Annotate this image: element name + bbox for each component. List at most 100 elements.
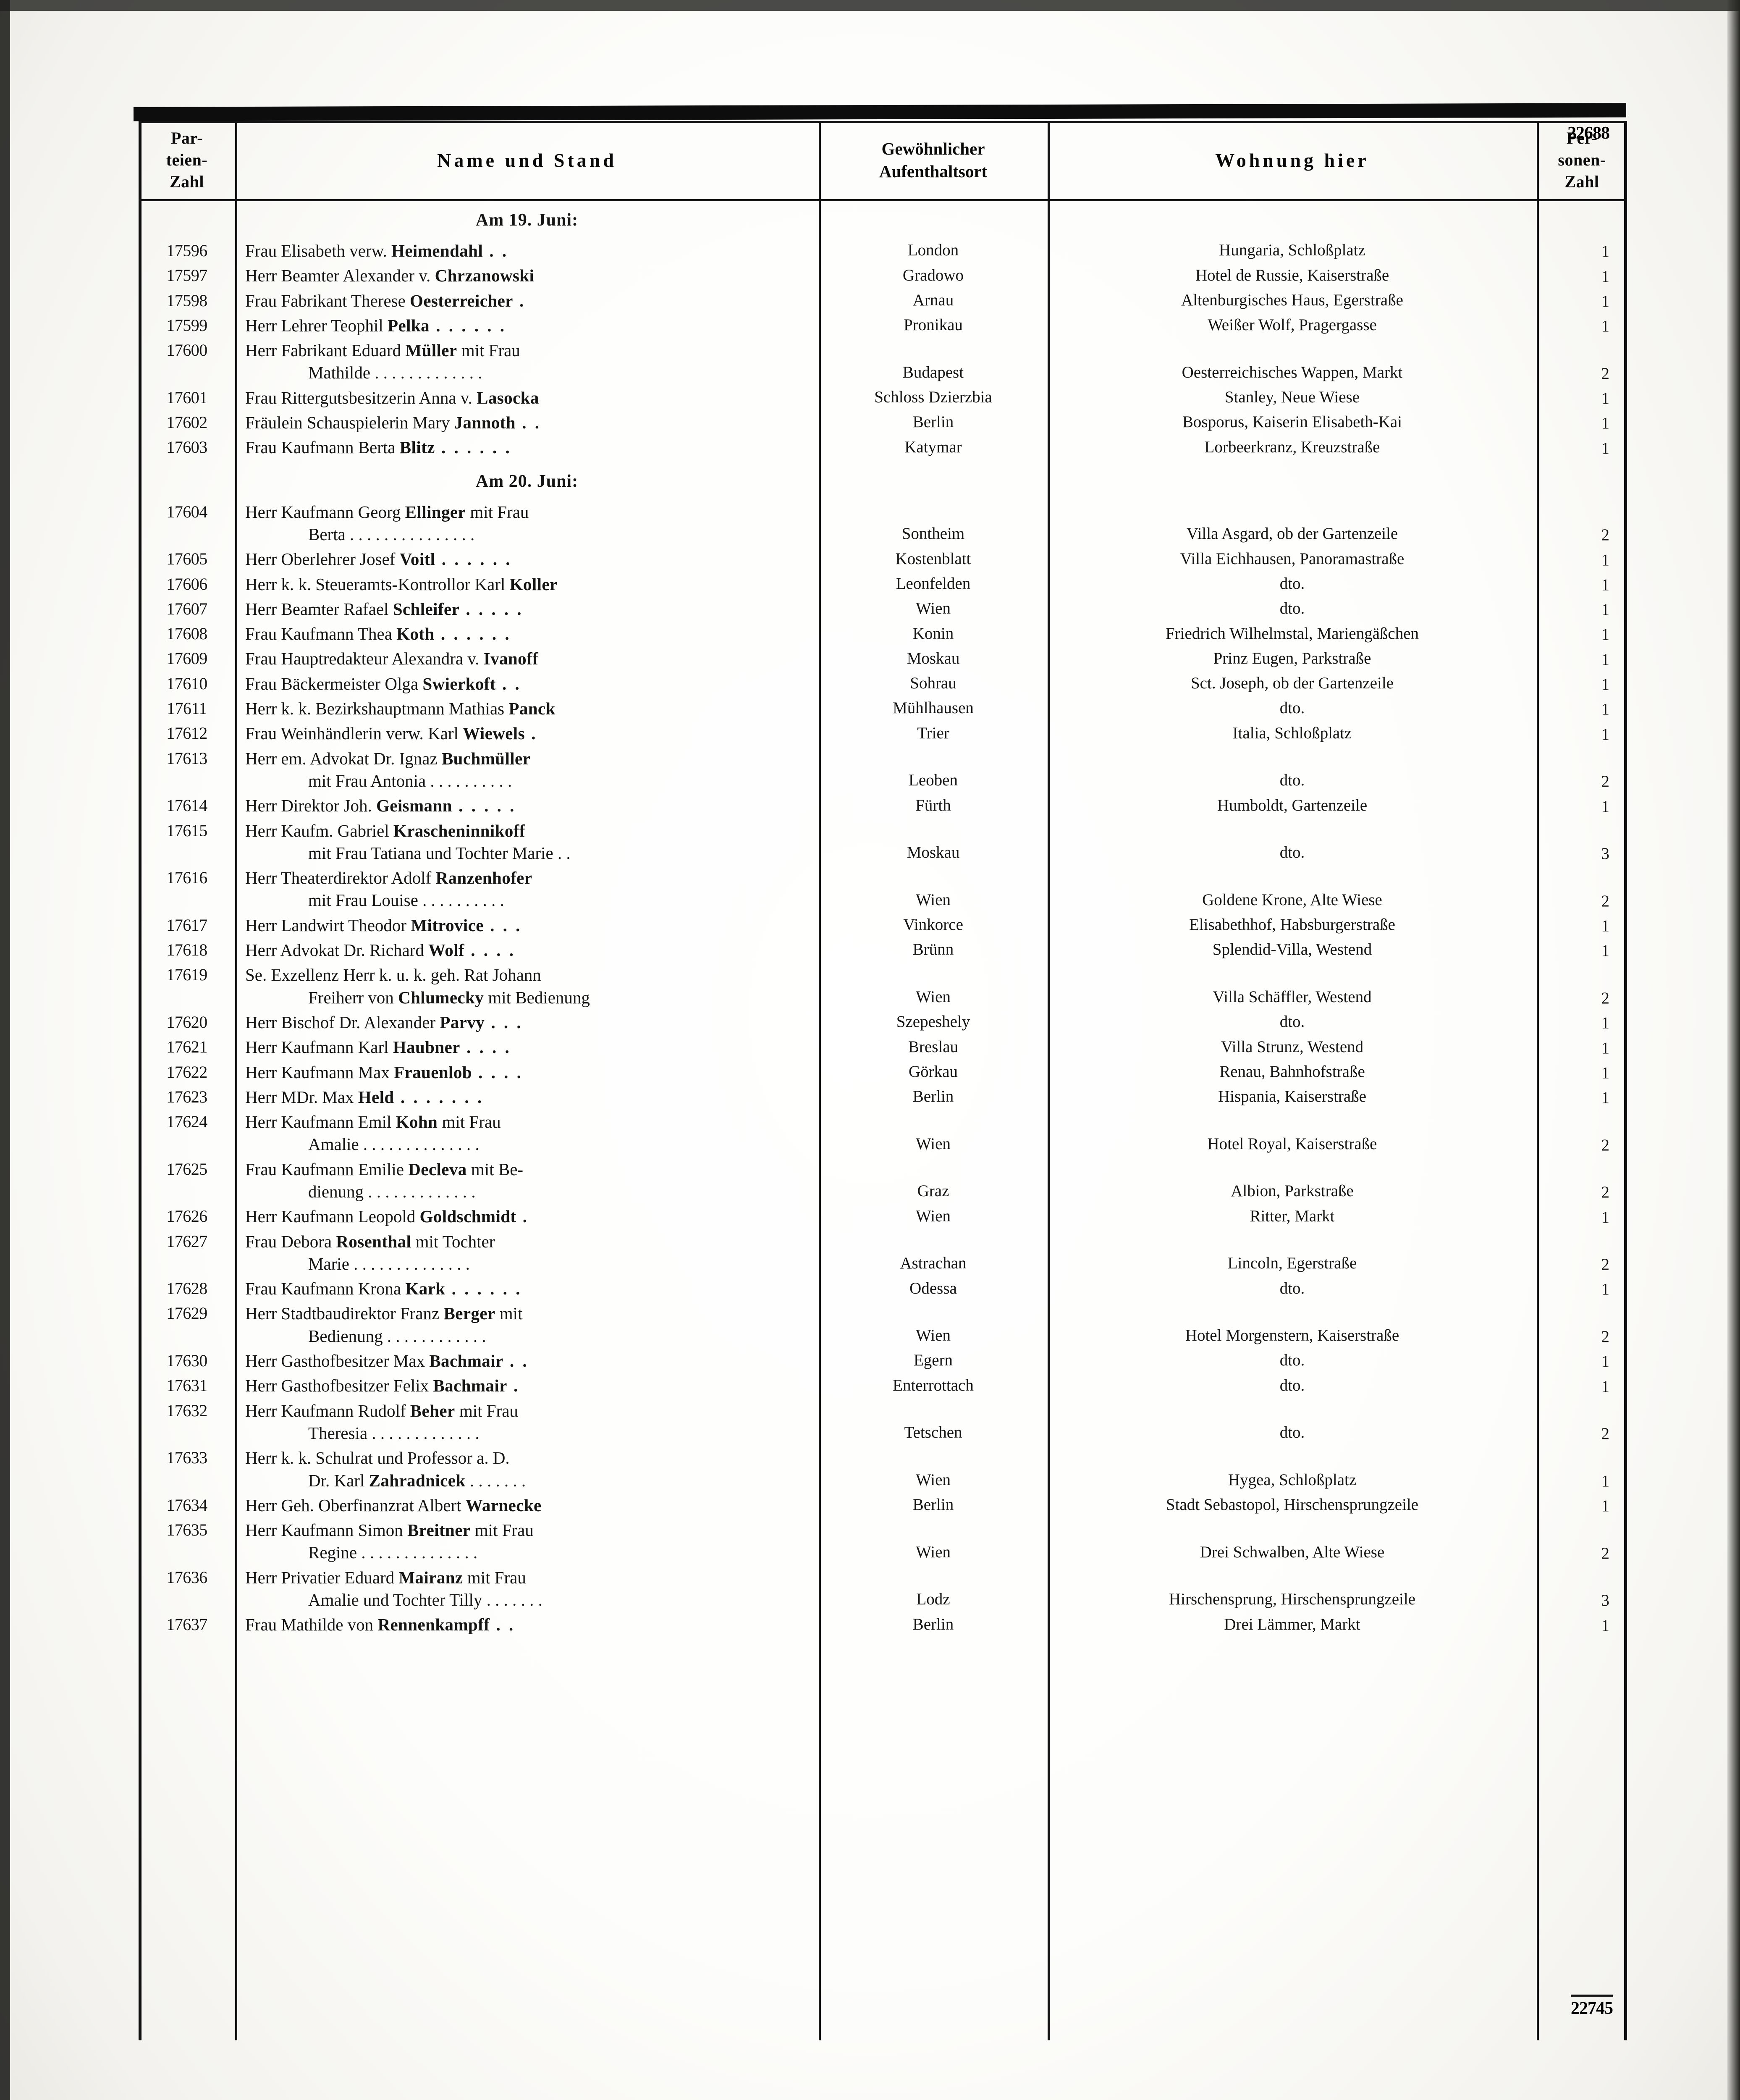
dot-leader: . [513,291,526,310]
name-text: Berta . . . . . . . . . . . . . . . [308,524,475,544]
header-name-und-stand: Name und Stand [235,121,819,199]
table-row: 17630 Herr Gasthofbesitzer Max Bachmair .… [139,1349,1627,1373]
table-row: 17636 Herr Privatier Eduard Mairanz mit F… [139,1565,1627,1613]
name-and-status: Herr Kaufmann Emil Kohn mit Frau Amalie .… [235,1110,819,1157]
table-row: 17617 Herr Landwirt Theodor Mitrovice . .… [139,913,1627,938]
title-and-firstname: Herr Kaufm. Gabriel [245,821,393,840]
party-number: 17596 [166,241,207,260]
name-line: Frau Rittergutsbesitzerin Anna v. Lasock… [245,388,539,407]
local-lodging: Hotel Morgenstern, Kaiserstraße [1185,1326,1399,1345]
person-count: 1 [1601,267,1610,286]
table-border-right [1624,121,1627,2040]
name-and-status: Herr Stadtbaudirektor Franz Berger mit Be… [235,1301,819,1349]
header-bottom-rule [139,199,1627,201]
party-number: 17637 [166,1615,207,1634]
dot-leader: . . . . [464,940,516,960]
header-parteien-line3: Zahl [169,172,204,191]
usual-residence: Tetschen [904,1423,962,1442]
person-count: 2 [1601,1136,1610,1154]
name-and-status: Herr k. k. Steueramts-Kontrollor Karl Ko… [235,572,819,597]
name-line: Herr MDr. Max Held . . . . . . . [245,1087,484,1107]
name-continuation-line: Amalie . . . . . . . . . . . . . . [245,1133,813,1155]
usual-residence: Wien [916,988,951,1006]
name-line: Frau Bäckermeister Olga Swierkoft . . [245,674,521,693]
dot-leader: . . [503,1351,529,1371]
usual-residence: Berlin [912,1496,954,1514]
usual-residence: Wien [916,890,951,909]
title-and-firstname: Frau Mathilde von [245,1615,378,1635]
surname: Krascheninnikoff [393,821,525,840]
date-heading-row: Am 20. Juni: [139,460,1627,500]
party-number: 17603 [166,438,207,457]
name-line: Frau Kaufmann Emilie Decleva mit Be- [245,1160,523,1179]
name-line: Herr Bischof Dr. Alexander Parvy . . . [245,1013,523,1032]
local-lodging: dto. [1279,574,1305,593]
table-row: 17631 Herr Gasthofbesitzer Felix Bachmair… [139,1373,1627,1398]
header-personen-line2: sonen- [1558,150,1606,169]
party-number: 17601 [166,388,207,407]
table-row: 17616 Herr Theaterdirektor Adolf Ranzenho… [139,866,1627,913]
title-and-firstname: Herr Kaufmann Rudolf [245,1401,410,1420]
person-count: 1 [1601,675,1610,694]
title-and-firstname: Herr Theaterdirektor Adolf [245,868,436,888]
name-line: Herr Kaufmann Rudolf Beher mit Frau [245,1401,518,1420]
table-row: 17627 Frau Debora Rosenthal mit Tochter Ma… [139,1229,1627,1277]
title-and-firstname: Frau Bäckermeister Olga [245,674,423,693]
column-divider-1 [235,121,237,2040]
local-lodging: Drei Lämmer, Markt [1224,1615,1360,1633]
usual-residence: Budapest [902,363,964,381]
name-and-status: Herr Direktor Joh. Geismann . . . . . [235,793,819,818]
title-and-firstname: Herr Oberlehrer Josef [245,549,400,569]
title-and-firstname: Frau Kaufmann Emilie [245,1159,409,1179]
name-and-status: Frau Bäckermeister Olga Swierkoft . . [235,672,819,696]
table-row: 17608 Frau Kaufmann Thea Koth . . . . . .… [139,622,1627,646]
party-number: 17607 [166,599,207,618]
surname: Kark [405,1279,445,1299]
name-text: dienung . . . . . . . . . . . . . [308,1181,476,1201]
party-number: 17614 [166,796,207,815]
surname: Rennenkampff [377,1615,490,1635]
person-count: 2 [1601,1255,1610,1274]
title-and-firstname: Herr Kaufmann Max [245,1062,394,1082]
name-and-status: Herr Gasthofbesitzer Max Bachmair . . [235,1349,819,1373]
name-line: Herr Kaufmann Max Frauenlob . . . . [245,1063,523,1082]
name-and-status: Herr MDr. Max Held . . . . . . . [235,1085,819,1110]
name-suffix: mit Be- [466,1159,524,1179]
party-number: 17631 [166,1376,207,1395]
table-row: 17623 Herr MDr. Max Held . . . . . . . Ber… [139,1085,1627,1110]
table-row: 17619 Se. Exzellenz Herr k. u. k. geh. Ra… [139,963,1627,1010]
name-continuation-line: Berta . . . . . . . . . . . . . . . [245,523,813,546]
person-count: 1 [1601,414,1610,433]
person-count: 1 [1601,1063,1610,1082]
title-and-firstname: Herr Beamter Alexander v. [245,266,435,286]
local-lodging: dto. [1279,1351,1305,1370]
surname: Ranzenhofer [435,868,532,888]
person-count: 1 [1601,700,1610,719]
party-number: 17612 [166,724,207,743]
person-count: 2 [1601,1328,1610,1346]
person-count: 1 [1601,917,1610,935]
title-and-firstname: Herr Gasthofbesitzer Max [245,1351,430,1371]
name-suffix: mit Frau [466,502,529,522]
name-continuation-line: Dr. Karl Zahradnicek . . . . . . . [245,1470,813,1492]
name-continuation-line: Marie . . . . . . . . . . . . . . [245,1253,813,1275]
table-row: 17626 Herr Kaufmann Leopold Goldschmidt .… [139,1204,1627,1229]
column-divider-3 [1048,121,1050,2040]
scan-edge-top [0,0,1740,11]
table-row: 17622 Herr Kaufmann Max Frauenlob . . . .… [139,1060,1627,1085]
title-and-firstname: Herr Gasthofbesitzer Felix [245,1376,433,1396]
name-and-status: Herr Advokat Dr. Richard Wolf . . . . [235,938,819,963]
usual-residence: Pronikau [904,316,963,334]
local-lodging: Renau, Bahnhofstraße [1219,1062,1365,1081]
usual-residence: Astrachan [900,1254,967,1273]
header-wohnung-hier: Wohnung hier [1048,121,1537,199]
name-and-status: Frau Fabrikant Therese Oesterreicher . [235,289,819,313]
name-line: Herr Geh. Oberfinanzrat Albert Warnecke [245,1496,542,1515]
usual-residence: Wien [916,1543,951,1561]
title-and-firstname: Herr Kaufmann Emil [245,1112,396,1132]
dot-leader: . . [483,241,509,260]
person-count: 1 [1601,551,1610,569]
dot-leader: . . . [483,915,522,935]
table-row: 17603 Frau Kaufmann Berta Blitz . . . . .… [139,435,1627,460]
name-and-status: Herr Privatier Eduard Mairanz mit Frau Am… [235,1565,819,1613]
